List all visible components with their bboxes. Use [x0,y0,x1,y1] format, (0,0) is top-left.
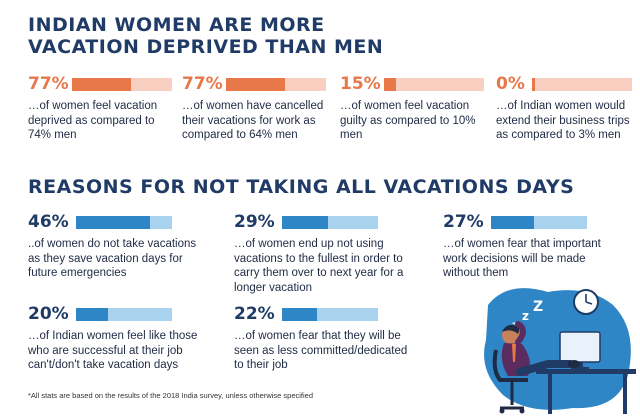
stat-description-line: …of Indian women feel like those [28,330,198,342]
stat-description-line: deprived as compared to [28,114,155,127]
person [492,321,580,414]
stat-description-line: who are successful at their job [28,344,183,357]
monitor-icon [559,331,601,370]
stat-description: …of women end up not using vacations to t… [234,237,403,295]
stat-value: 27% [443,212,484,232]
stat-description-line: vacations to the fullest in order to [234,252,403,265]
stat-description-line: …of Indian women would [496,100,626,112]
stat-description-line: to their job [234,359,288,371]
sleeping-worker-illustration: z z Z [484,288,636,414]
stat-description-line: …of women fear that important [443,238,601,250]
stat-bar-fill [282,216,328,229]
stat-value: 15% [340,74,381,94]
heading-reasons: REASONS FOR NOT TAKING ALL VACATIONS DAY… [28,176,575,198]
heading-line-1: INDIAN WOMEN ARE MORE [28,14,325,36]
footnote: *All stats are based on the results of t… [28,391,314,400]
stat-bar-fill [282,308,317,321]
stat-description: …of women fear that they will be seen as … [234,329,407,373]
stat-description: …of Indian women feel like those who are … [28,329,197,373]
stat-description-line: men [340,129,363,141]
stat-bar-fill [76,308,108,321]
stat-description-line: can't/don't take vacation days [28,359,179,371]
stat-bar-track [532,78,632,91]
stat-description-line: 74% men [28,129,77,141]
stat-value: 29% [234,212,275,232]
svg-text:z: z [522,309,529,323]
stat-bar-track [384,78,484,91]
stat-description-line: guilty as compared to 10% [340,114,476,127]
stat-description-line: as compared to 3% men [496,129,621,141]
stat-value: 46% [28,212,69,232]
stat-bar-fill [72,78,131,91]
stat-bar-fill [491,216,534,229]
svg-text:Z: Z [533,299,543,315]
stat-description: ..of women do not take vacations as they … [28,237,196,281]
stat-description: …of women feel vacation guilty as compare… [340,99,476,143]
stat-value: 77% [28,74,69,94]
stat-description-line: work decisions will be made [443,252,586,265]
stat-description-line: their vacations for work as [182,114,316,127]
stat-description-line: …of women have cancelled [182,100,324,112]
stat-description-line: seen as less committed/dedicated [234,344,408,357]
stat-description: …of women have cancelled their vacations … [182,99,323,143]
stat-value: 77% [182,74,223,94]
stat-value: 20% [28,304,69,324]
stat-description: …of Indian women would extend their busin… [496,99,630,143]
stat-description-line: as they save vacation days for [28,252,183,265]
stat-description-line: compared to 64% men [182,129,298,141]
stat-value: 22% [234,304,275,324]
stat-description-line: …of women fear that they will be [234,330,401,342]
stat-description: …of women fear that important work decisi… [443,237,601,281]
stat-description: …of women feel vacation deprived as compa… [28,99,157,143]
stat-description-line: …of women feel vacation [340,100,470,112]
heading-vacation-deprived: INDIAN WOMEN ARE MORE VACATION DEPRIVED … [28,14,383,58]
stat-bar-fill [76,216,150,229]
stat-description-line: …of women end up not using [234,238,384,250]
stat-description-line: ..of women do not take vacations [28,238,197,250]
stat-description-line: carry them over to next year for a [234,267,404,279]
heading-line-2: VACATION DEPRIVED THAN MEN [28,36,384,58]
stat-description-line: without them [443,267,509,279]
stat-value: 0% [496,74,525,94]
stat-bar-fill [226,78,285,91]
stat-description-line: future emergencies [28,267,127,279]
desk [536,369,636,374]
clock-icon [573,289,599,315]
stat-bar-fill [532,78,535,91]
stat-description-line: extend their business trips [496,114,630,127]
stat-description-line: longer vacation [234,281,312,294]
stat-description-line: …of women feel vacation [28,100,158,112]
stat-bar-fill [384,78,396,91]
